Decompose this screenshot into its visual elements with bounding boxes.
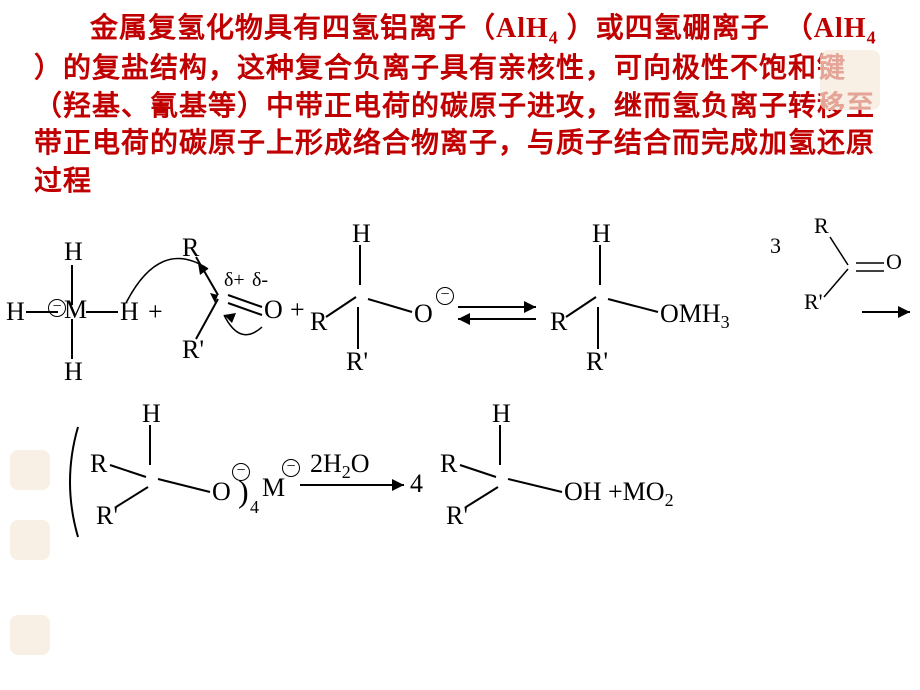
atom-h: H: [6, 297, 25, 327]
atom-m: M: [64, 295, 87, 325]
charge-minus: −: [232, 463, 250, 481]
atom-rp: R': [446, 501, 468, 531]
watermark-seal: [10, 615, 50, 655]
plus-sign: +: [290, 295, 305, 325]
atom-r: R: [182, 233, 199, 263]
atom-h: H: [352, 219, 371, 249]
atom-rp: R': [586, 347, 608, 377]
atom-r: R: [550, 307, 567, 337]
delta-minus: δ-: [252, 269, 268, 292]
atom-o: O: [886, 249, 902, 275]
atom-m: M: [262, 473, 285, 503]
atom-r: R: [814, 213, 829, 239]
coef-3: 3: [770, 233, 781, 259]
atom-h: H: [64, 357, 83, 387]
atom-h: H: [492, 399, 511, 429]
coef-4: 4: [410, 469, 423, 499]
atom-r: R: [90, 449, 107, 479]
charge-minus: −: [48, 299, 66, 317]
atom-h: H: [120, 297, 139, 327]
atom-o: O: [264, 295, 283, 325]
atom-oh: OH: [564, 477, 602, 507]
atom-o: O: [212, 477, 231, 507]
paragraph-text: 金属复氢化物具有四氢铝离子（AlH4 ）或四氢硼离子 （AlH4 ）的复盐结构，…: [34, 13, 877, 197]
atom-o: O: [414, 299, 433, 329]
atom-omh: OMH3: [660, 299, 730, 333]
atom-r: R: [440, 449, 457, 479]
watermark-seal: [820, 50, 880, 110]
bonds-svg-row2: [0, 397, 920, 577]
delta-plus: δ+: [224, 269, 245, 292]
reagent-2h2o: 2H2O: [310, 449, 370, 483]
atom-rp: R': [96, 501, 118, 531]
atom-h: H: [64, 237, 83, 267]
subscript: 4: [867, 28, 877, 48]
reaction-scheme: M H H H H − + R R' O δ+ δ- + H R R' O − …: [0, 207, 920, 567]
subscript-4: 4: [250, 497, 259, 518]
atom-rp: R': [804, 289, 823, 315]
atom-h: H: [142, 399, 161, 429]
plus-mo2: +MO2: [608, 477, 674, 511]
atom-rp: R': [182, 335, 204, 365]
charge-minus: −: [436, 287, 454, 305]
atom-r: R: [310, 307, 327, 337]
reaction-row-1: M H H H H − + R R' O δ+ δ- + H R R' O − …: [0, 207, 920, 387]
charge-minus: −: [282, 459, 300, 477]
reaction-row-2: H R R' O ) 4 M − − 2H2O 4 H R R' OH +MO2: [0, 397, 920, 567]
atom-rp: R': [346, 347, 368, 377]
main-paragraph: 金属复氢化物具有四氢铝离子（AlH4 ）或四氢硼离子 （AlH4 ）的复盐结构，…: [0, 0, 920, 201]
subscript: 4: [549, 28, 559, 48]
atom-h: H: [592, 219, 611, 249]
plus-sign: +: [148, 297, 163, 327]
